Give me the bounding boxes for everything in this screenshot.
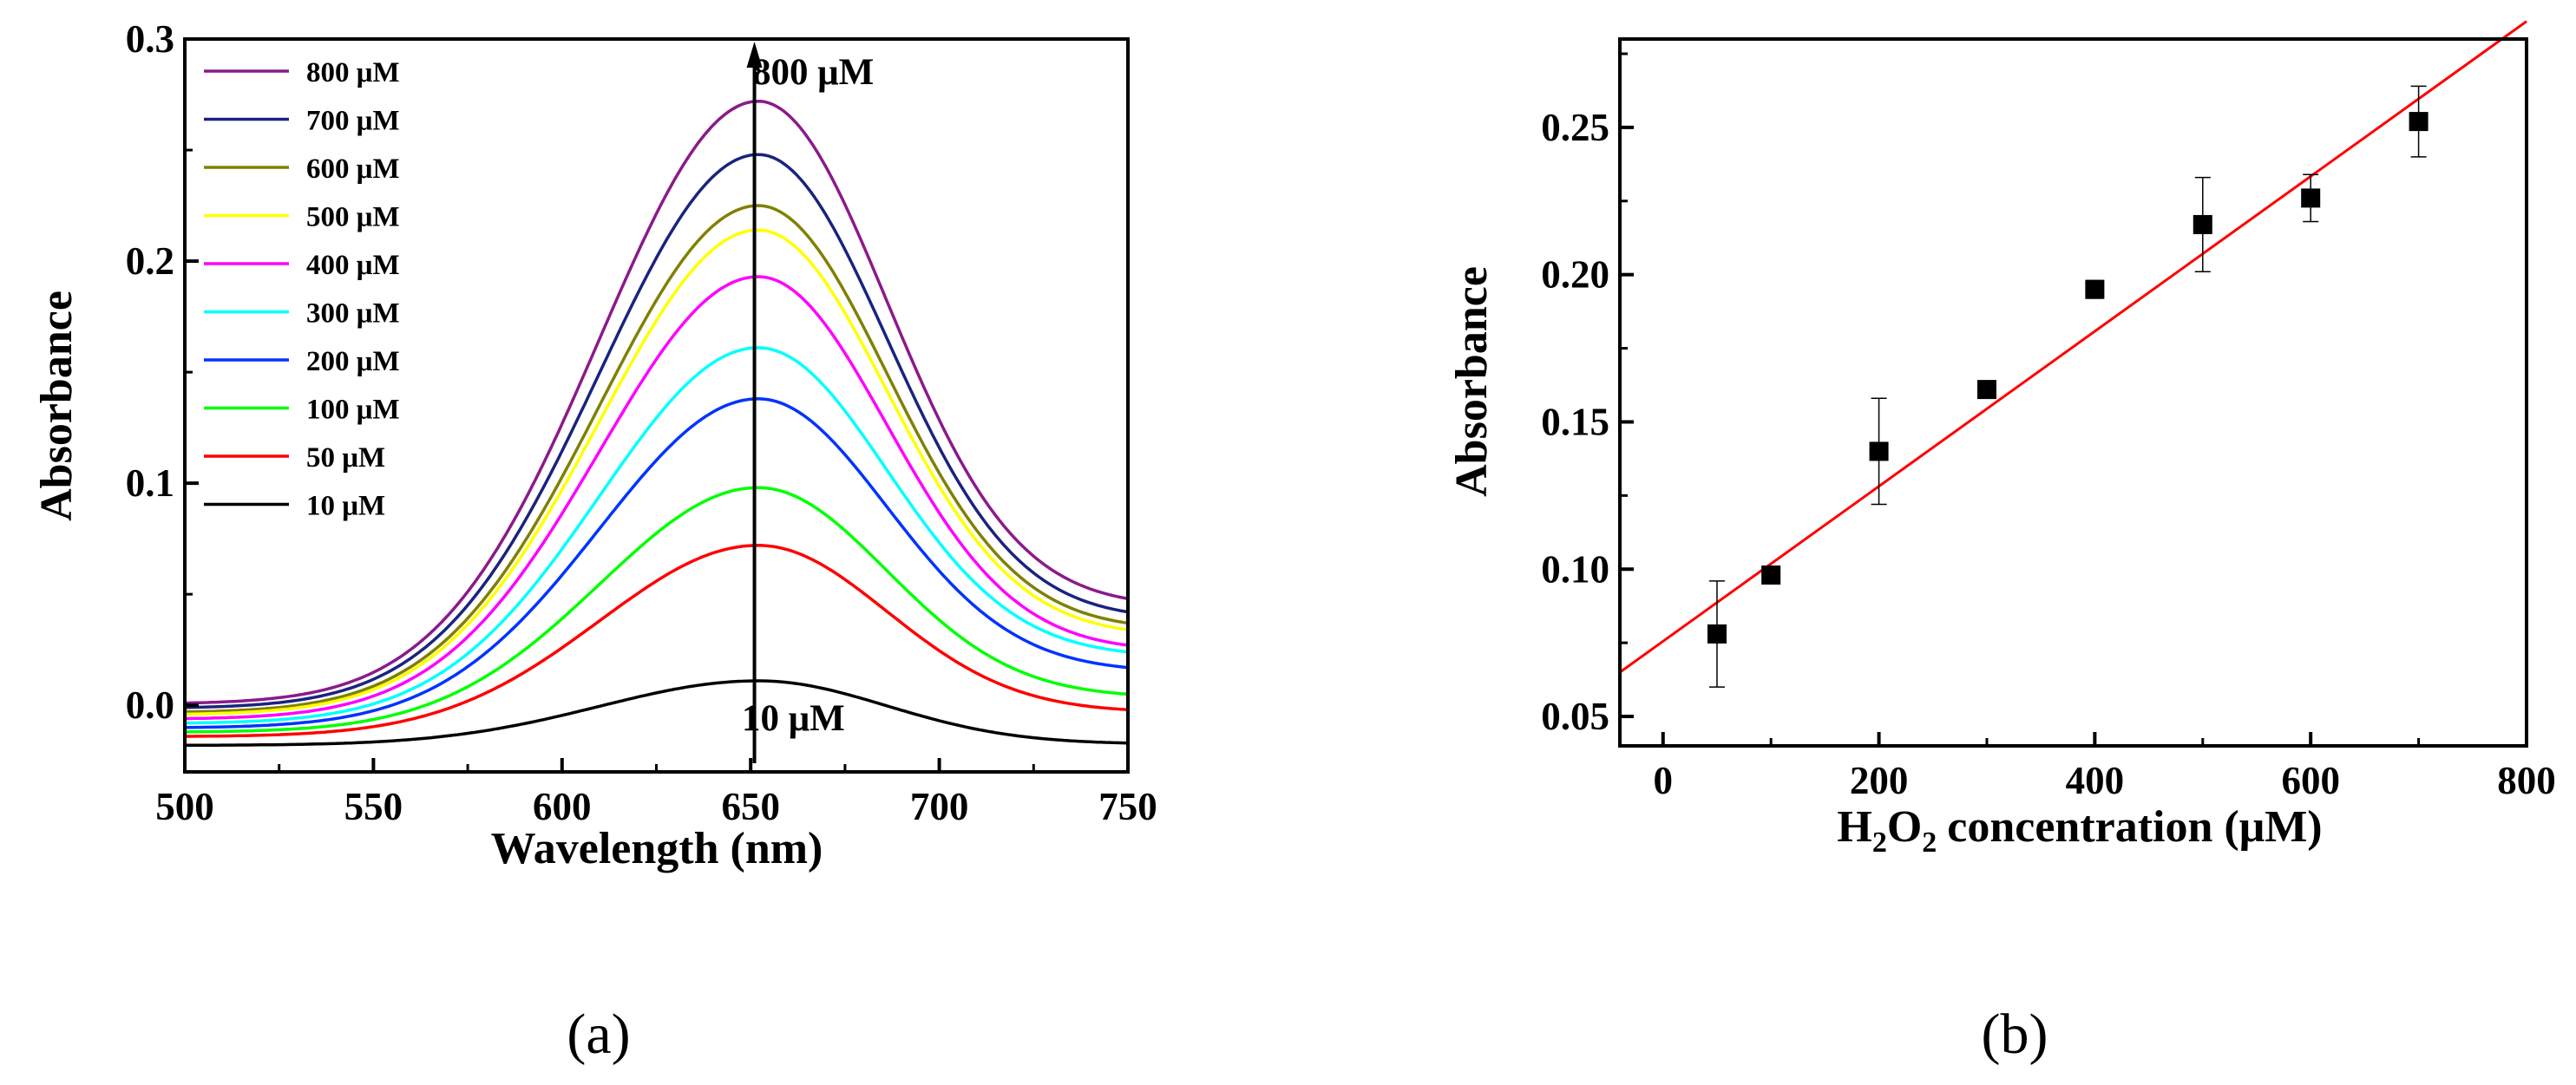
x-tick-label-4: 700	[910, 785, 969, 828]
data-point-3	[1976, 380, 1996, 400]
series-line-3	[185, 228, 1129, 716]
y-tick-label-0: 0.0	[126, 683, 174, 727]
chart-a-annotation-bottom: 10 μM	[742, 698, 845, 739]
data-point-5	[2193, 214, 2212, 234]
series-line-1	[185, 153, 1129, 709]
chart-a-panel-label: (a)	[567, 1003, 630, 1066]
chart-b-xlabel: H2O2 concentration (μM)	[1837, 802, 2322, 859]
series-line-7	[185, 486, 1129, 734]
y-tick-label-2: 0.2	[126, 239, 174, 283]
chart-b-xlabel-o: O	[1887, 802, 1922, 852]
legend-label-9: 10 μM	[306, 491, 385, 522]
b-x-tick-label-4: 800	[2497, 759, 2556, 802]
b-y-tick-label-4: 0.25	[1541, 106, 1609, 149]
x-tick-label-3: 650	[721, 785, 780, 828]
b-y-tick-label-1: 0.10	[1541, 547, 1609, 591]
data-point-1	[1761, 565, 1781, 585]
legend-label-3: 500 μM	[306, 202, 400, 233]
legend-label-8: 50 μM	[306, 442, 385, 474]
chart-b-plot-frame	[1618, 37, 2528, 748]
chart-a-curves	[184, 99, 1129, 748]
chart-a: 500 550 600 650 700 750 0.0 0.1 0.2 0.3 800 μM 700…	[32, 17, 1157, 1066]
chart-a-ticks	[183, 37, 1130, 772]
chart-b-points	[1707, 85, 2429, 688]
data-point-0	[1707, 624, 1727, 644]
chart-b-xlabel-sub1: 2	[1872, 827, 1887, 859]
legend-label-7: 100 μM	[306, 395, 400, 426]
chart-b-xlabel-sub2: 2	[1922, 827, 1937, 859]
series-line-4	[185, 275, 1129, 721]
x-tick-label-1: 550	[344, 785, 403, 828]
b-x-tick-label-2: 400	[2066, 759, 2125, 802]
chart-a-annotation-top: 800 μM	[752, 52, 874, 93]
series-line-8	[185, 544, 1129, 738]
chart-b-tick-labels: 0 200 400 600 800 0.05 0.10 0.15 0.20 0.25	[1541, 106, 2556, 802]
legend-label-0: 800 μM	[306, 57, 400, 88]
y-tick-label-3: 0.3	[126, 17, 174, 61]
series-line-2	[184, 204, 1129, 714]
y-tick-label-1: 0.1	[126, 461, 174, 505]
chart-b-ticks	[1620, 52, 2528, 746]
data-point-4	[2085, 279, 2105, 299]
chart-b-xlabel-h: H	[1837, 802, 1871, 852]
series-line-0	[184, 99, 1129, 705]
series-line-9	[185, 679, 1129, 748]
b-x-tick-label-0: 0	[1654, 759, 1674, 802]
legend-label-4: 400 μM	[306, 250, 400, 281]
b-y-tick-label-3: 0.20	[1541, 253, 1609, 297]
legend-label-5: 300 μM	[306, 298, 400, 330]
series-line-5	[184, 346, 1129, 725]
chart-a-arrow-head	[746, 42, 763, 68]
data-point-2	[1869, 441, 1889, 461]
chart-b-fit-line	[1619, 20, 2527, 674]
chart-b-ylabel: Absorbance	[1447, 266, 1497, 497]
data-point-6	[2301, 188, 2321, 208]
series-line-6	[184, 397, 1129, 729]
chart-a-xlabel: Wavelength (nm)	[491, 824, 823, 873]
legend-label-6: 200 μM	[306, 346, 400, 377]
chart-a-tick-labels: 500 550 600 650 700 750 0.0 0.1 0.2 0.3	[126, 17, 1157, 828]
b-x-tick-label-1: 200	[1850, 759, 1909, 802]
b-y-tick-label-0: 0.05	[1541, 695, 1609, 738]
chart-a-ylabel: Absorbance	[32, 291, 82, 521]
b-x-tick-label-3: 600	[2281, 759, 2340, 802]
chart-b-xlabel-text: concentration (μM)	[1947, 802, 2322, 852]
x-tick-label-5: 750	[1098, 785, 1157, 828]
chart-b-panel-label: (b)	[1982, 1003, 2048, 1066]
legend-label-2: 600 μM	[306, 154, 400, 185]
b-y-tick-label-2: 0.15	[1541, 400, 1609, 443]
data-point-7	[2409, 112, 2429, 132]
chart-a-legend: 800 μM 700 μM 600 μM 500 μM 400 μM 300 μM 200 …	[204, 57, 400, 522]
legend-label-1: 700 μM	[306, 106, 400, 137]
x-tick-label-2: 600	[533, 785, 592, 828]
x-tick-label-0: 500	[155, 785, 214, 828]
